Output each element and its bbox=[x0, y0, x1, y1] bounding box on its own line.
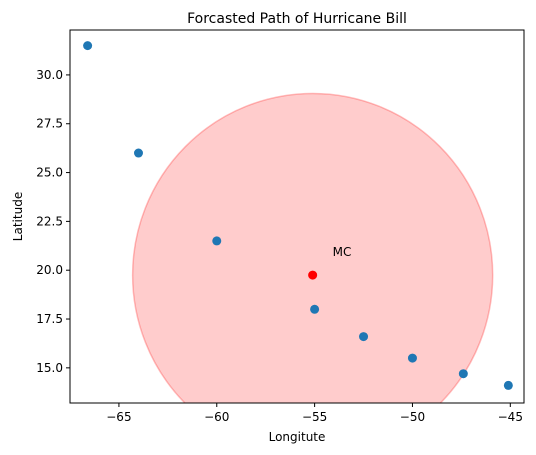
x-tick-label: −65 bbox=[106, 410, 131, 424]
x-axis-label: Longitute bbox=[269, 430, 326, 444]
y-tick-label: 17.5 bbox=[36, 312, 63, 326]
forecast-point bbox=[212, 236, 222, 246]
x-tick-label: −50 bbox=[400, 410, 425, 424]
y-tick-label: 25.0 bbox=[36, 166, 63, 180]
forecast-point bbox=[310, 304, 320, 314]
forecast-point bbox=[83, 41, 93, 51]
highlight-point-mc bbox=[308, 270, 318, 280]
y-tick-label: 20.0 bbox=[36, 263, 63, 277]
y-tick-label: 15.0 bbox=[36, 361, 63, 375]
y-tick-label: 27.5 bbox=[36, 117, 63, 131]
y-axis-label: Latitude bbox=[11, 192, 25, 241]
plot-frame bbox=[69, 29, 525, 404]
forecast-point bbox=[503, 380, 513, 390]
x-tick-label: −45 bbox=[498, 410, 523, 424]
forecast-point bbox=[359, 332, 369, 342]
x-tick-label: −55 bbox=[302, 410, 327, 424]
y-tick-label: 22.5 bbox=[36, 214, 63, 228]
y-tick-label: 30.0 bbox=[36, 68, 63, 82]
forecast-point bbox=[133, 148, 143, 158]
uncertainty-region bbox=[131, 92, 494, 403]
forecast-point bbox=[407, 353, 417, 363]
chart-title: Forcasted Path of Hurricane Bill bbox=[187, 11, 407, 27]
annotation-mc: MC bbox=[333, 245, 352, 259]
x-tick-label: −60 bbox=[204, 410, 229, 424]
forecast-point bbox=[458, 369, 468, 379]
